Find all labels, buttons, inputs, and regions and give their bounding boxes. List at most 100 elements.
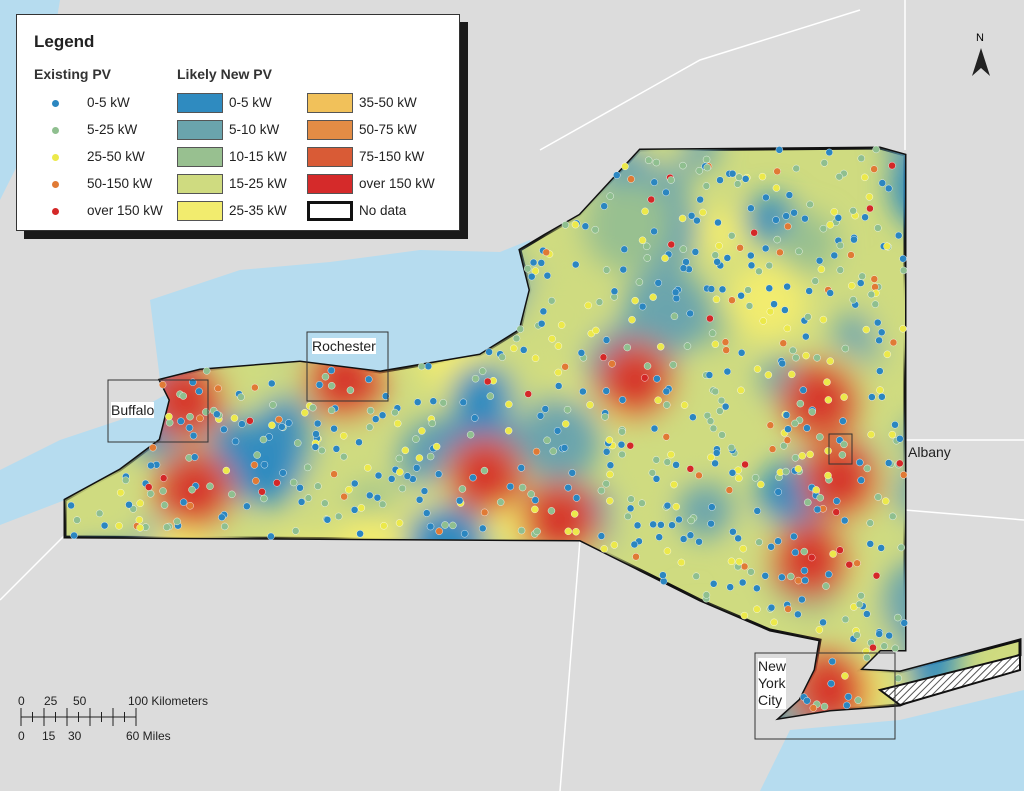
existing-pv-point — [165, 419, 174, 427]
existing-pv-point — [539, 307, 548, 316]
surface-patch — [867, 269, 961, 363]
existing-pv-point — [721, 338, 730, 346]
existing-pv-point — [791, 454, 800, 462]
surface-patch — [123, 585, 212, 675]
existing-pv-point — [643, 254, 651, 262]
existing-pv-point — [897, 543, 905, 552]
existing-pv-point — [878, 393, 886, 401]
existing-pv-point — [857, 476, 865, 484]
existing-pv-point — [260, 461, 269, 469]
existing-pv-point — [825, 570, 833, 579]
existing-pv-point — [670, 312, 679, 321]
existing-pv-point — [259, 435, 268, 444]
likely-label: 10-15 kW — [229, 149, 287, 164]
existing-pv-point — [702, 591, 711, 599]
existing-pv-point — [478, 367, 487, 375]
surface-patch — [175, 564, 251, 639]
existing-pv-point — [753, 507, 761, 515]
surface-patch — [304, 698, 346, 718]
long-island-no-data — [877, 653, 1021, 707]
existing-pv-point — [737, 386, 745, 394]
existing-pv-point — [862, 647, 870, 656]
existing-pv-point — [876, 386, 884, 394]
existing-pv-point — [483, 377, 492, 386]
existing-pv-point — [825, 148, 833, 157]
existing-pv-point — [321, 372, 330, 381]
existing-pv-point — [380, 522, 388, 530]
existing-pv-point — [806, 450, 814, 459]
existing-pv-point — [330, 470, 338, 478]
existing-pv-point — [455, 496, 464, 505]
existing-pv-point — [459, 398, 468, 407]
existing-pv-point — [136, 524, 144, 532]
existing-pv-point — [798, 595, 806, 604]
existing-pv-point — [486, 392, 495, 400]
existing-pv-point — [861, 173, 869, 182]
existing-pv-point — [516, 325, 524, 333]
existing-pv-point — [798, 452, 806, 460]
existing-pv-point — [770, 618, 778, 627]
surface-patch — [918, 148, 964, 166]
existing-pv-point — [230, 414, 239, 422]
existing-pv-point — [828, 657, 836, 666]
existing-pv-point — [355, 438, 363, 446]
surface-patch — [498, 576, 589, 668]
existing-pv-point — [876, 367, 884, 375]
existing-pv-point — [894, 613, 902, 622]
existing-pv-point — [650, 424, 659, 433]
existing-pv-point — [608, 360, 616, 368]
existing-pv-point — [737, 349, 746, 357]
existing-pv-point — [882, 497, 890, 505]
existing-pv-point — [605, 436, 614, 444]
existing-pv-point — [734, 534, 742, 543]
existing-pv-point — [872, 145, 880, 154]
existing-label: 50-150 kW — [87, 176, 153, 191]
existing-pv-point — [757, 480, 765, 489]
existing-pv-point — [173, 517, 181, 526]
existing-pv-point — [808, 553, 816, 562]
existing-pv-point — [896, 435, 904, 443]
existing-pv-point — [279, 469, 287, 477]
existing-pv-point — [766, 421, 775, 429]
existing-pv-point — [557, 321, 566, 329]
existing-pv-point — [67, 501, 75, 510]
existing-pv-point — [579, 387, 587, 396]
existing-pv-point — [413, 398, 422, 406]
existing-pv-point — [159, 487, 167, 495]
surface-patch — [625, 620, 679, 674]
existing-pv-point — [218, 513, 226, 522]
existing-pv-point — [620, 245, 629, 253]
existing-pv-point — [564, 527, 572, 536]
surface-patch — [436, 538, 497, 599]
existing-pv-point — [652, 158, 661, 167]
existing-pv-point — [866, 204, 874, 213]
existing-pv-point — [857, 154, 865, 163]
existing-pv-point — [826, 357, 834, 365]
existing-pv-point — [321, 499, 329, 507]
existing-pv-point — [872, 571, 881, 580]
existing-pv-point — [662, 387, 671, 396]
existing-pv-point — [630, 540, 639, 549]
existing-pv-point — [795, 247, 803, 256]
likely-label: 0-5 kW — [229, 95, 272, 110]
surface-patch — [798, 378, 842, 422]
existing-pv-point — [745, 302, 754, 310]
existing-pv-point — [820, 702, 829, 711]
existing-pv-point — [602, 336, 611, 344]
existing-pv-point — [801, 576, 809, 585]
existing-pv-point — [624, 512, 632, 521]
existing-pv-point — [670, 480, 678, 489]
existing-pv-point — [560, 444, 569, 452]
km-tick: 100 Kilometers — [128, 694, 209, 708]
surface-patch — [163, 378, 207, 422]
existing-pv-point — [524, 390, 532, 398]
existing-pv-point — [796, 399, 805, 408]
existing-pv-point — [765, 284, 773, 292]
existing-pv-point — [702, 182, 711, 190]
existing-pv-point — [512, 334, 521, 343]
existing-pv-point — [735, 474, 743, 482]
surface-patch — [512, 664, 558, 710]
existing-pv-point — [826, 289, 834, 297]
existing-pv-point — [662, 188, 670, 197]
existing-pv-point — [597, 532, 606, 540]
